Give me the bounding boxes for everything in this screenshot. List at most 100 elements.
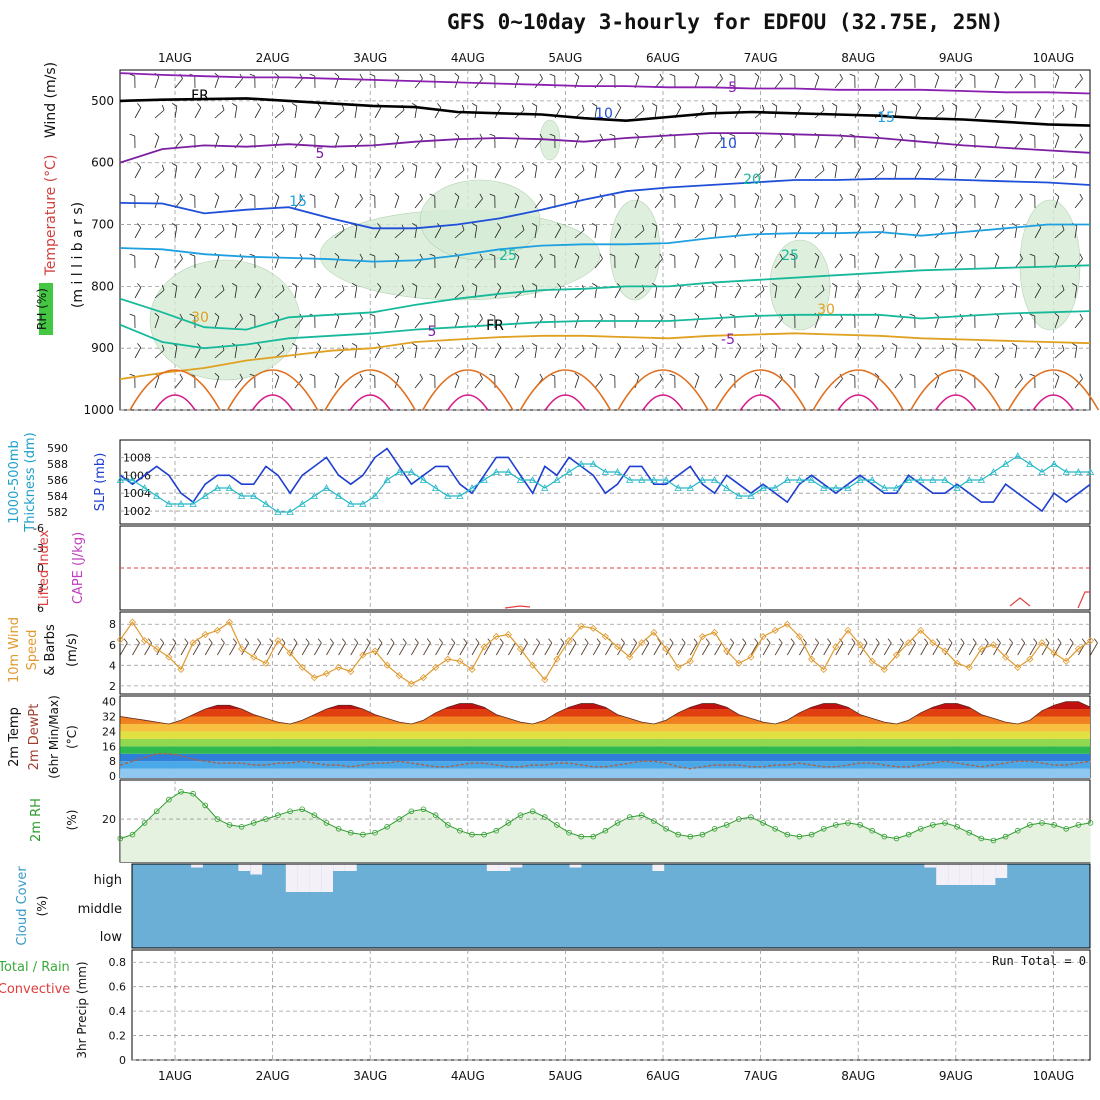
thickness-marker <box>965 476 973 483</box>
wind-barb-staff <box>834 346 838 359</box>
wind-barb-staff <box>614 227 622 239</box>
thickness-marker <box>904 476 913 483</box>
wind-speed-marker <box>225 618 234 626</box>
contour-label: 10 <box>595 106 613 122</box>
wind-barb-flag <box>274 312 280 317</box>
wind-barb <box>429 373 436 389</box>
wind-barb-flag <box>549 133 555 137</box>
wind-barb-staff <box>574 349 585 359</box>
wind-barb <box>554 343 562 359</box>
wind-barb-staff <box>934 376 940 389</box>
wind-barb <box>434 283 442 299</box>
surface-wind-barb-staff <box>1065 642 1074 656</box>
wind-barb-flag <box>1029 193 1035 197</box>
wind-barb-flag <box>154 132 160 137</box>
wind-barb-flag <box>401 284 405 291</box>
wind-barb <box>754 132 760 149</box>
wind-barb-flag <box>232 103 238 107</box>
wind-barb <box>1074 193 1083 209</box>
wind-speed-marker <box>250 653 258 661</box>
slp-tick-label: 1008 <box>123 451 151 464</box>
wind-barb-flag <box>737 163 742 168</box>
rh2m-marker <box>772 825 778 832</box>
wind-barb <box>594 373 603 389</box>
wind-barb-flag <box>641 104 645 111</box>
wind-speed-marker <box>432 663 440 671</box>
wind-barb <box>1012 103 1018 119</box>
wind-barb-flag <box>669 253 675 257</box>
wind-barb-flag <box>461 224 465 231</box>
rh2m-marker <box>1039 820 1045 826</box>
wind-barb <box>652 223 658 239</box>
wind-barb <box>369 73 376 89</box>
wind-barb <box>412 343 418 359</box>
wind-barb-staff <box>1074 318 1083 329</box>
wind-barb-staff <box>394 376 400 389</box>
rh2m-marker <box>869 827 875 834</box>
wind-barb-staff <box>174 226 178 239</box>
wind-barb-flag <box>832 343 838 347</box>
wind-barb-flag <box>729 253 735 257</box>
thickness-marker <box>662 476 670 483</box>
surface-wind-barb-flag <box>754 638 759 644</box>
surface-wind-barb-staff <box>605 642 613 656</box>
wind-barb-flag <box>659 253 663 259</box>
wind-barb-staff <box>374 347 382 359</box>
wind-barb-staff <box>774 346 778 359</box>
wind-barb-staff <box>654 346 658 359</box>
wind-barb <box>412 163 418 179</box>
wind-barb <box>849 193 856 209</box>
surface-wind-barb-flag <box>657 638 662 644</box>
wind-barb <box>694 224 705 239</box>
wind-barb-flag <box>797 223 802 228</box>
wind-barb <box>994 344 1005 359</box>
wind-barb-flag <box>429 193 435 197</box>
wind-barb-flag <box>592 343 598 347</box>
wind-barb-staff <box>454 316 460 329</box>
wind-barb <box>669 73 676 89</box>
wind-speed-marker <box>965 663 973 671</box>
contour-label: 20 <box>743 172 761 188</box>
wind-barb-flag <box>274 132 280 137</box>
contour-label: 25 <box>781 248 799 264</box>
surface-wind-barb <box>762 638 771 656</box>
wind-barb-flag <box>532 283 538 287</box>
wind-barb-staff <box>1054 196 1060 209</box>
wind-barb-staff <box>994 136 1000 149</box>
date-label-bottom: 1AUG <box>158 1069 192 1083</box>
wind-barb <box>174 253 183 269</box>
wind-barb-flag <box>352 283 358 287</box>
wind-barb <box>874 344 885 359</box>
wind-speed-marker <box>456 657 464 665</box>
wind-barb-staff <box>154 109 165 119</box>
temperature-band <box>120 723 1090 732</box>
wind-barb-staff <box>914 287 922 299</box>
wind-barb <box>214 192 220 209</box>
wind-barb-staff <box>594 378 603 389</box>
wind-barb-flag <box>489 193 495 197</box>
cloud-cover-high-bar <box>309 864 322 892</box>
wind-barb-staff <box>574 229 585 239</box>
wind-barb-flag <box>881 344 885 351</box>
wind-barb-flag <box>677 223 682 228</box>
temperature-tick-label: 16 <box>102 740 116 753</box>
surface-wind-barb <box>386 638 395 656</box>
surface-wind-barb-flag <box>669 638 674 644</box>
wind-barb <box>1012 283 1018 299</box>
contour-label: FR <box>191 88 209 104</box>
wind-speed-marker <box>977 645 985 653</box>
wind-barb-staff <box>814 76 820 89</box>
rh2m-marker <box>554 822 560 828</box>
wind-barb-staff <box>294 226 298 239</box>
wind-barb-flag <box>179 313 183 319</box>
wind-barb-flag <box>1012 223 1018 227</box>
wind-barb-staff <box>454 169 465 179</box>
wind-barb <box>914 163 922 179</box>
wind-barb-staff <box>934 169 945 179</box>
thickness-marker <box>589 460 597 467</box>
wind-barb-flag <box>479 193 483 199</box>
surface-wind-barb <box>1090 638 1098 656</box>
cloud-level-label-middle: middle <box>78 902 122 917</box>
wind-barb-flag <box>599 373 603 379</box>
wind-barb <box>129 373 136 389</box>
